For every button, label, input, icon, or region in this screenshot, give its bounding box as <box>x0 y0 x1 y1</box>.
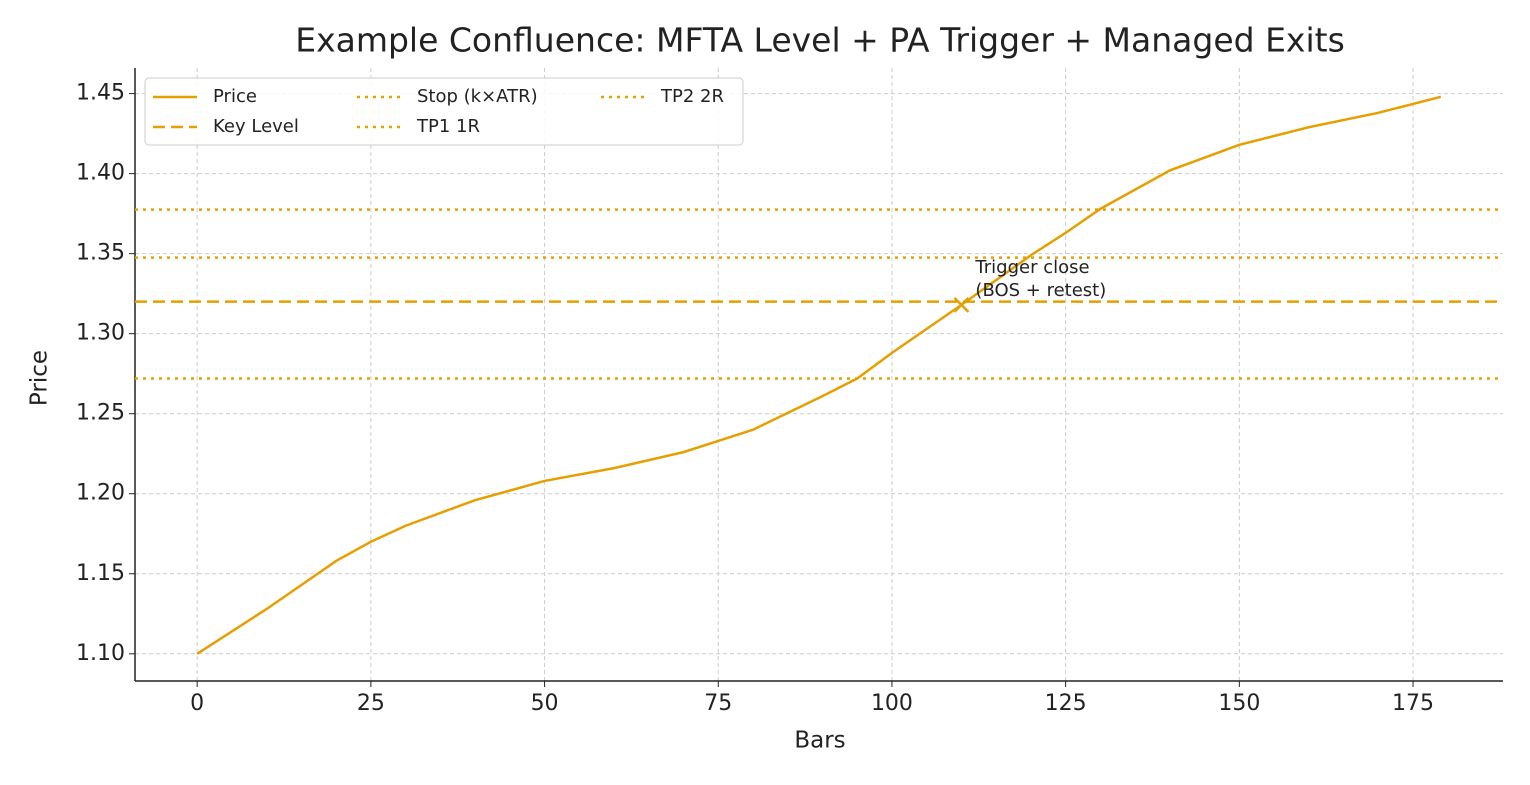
legend-label: Price <box>213 86 257 107</box>
x-tick-label: 50 <box>531 691 559 716</box>
trigger-marker <box>953 296 970 313</box>
y-tick-label: 1.25 <box>76 401 125 426</box>
annotation: (BOS + retest) <box>975 280 1106 301</box>
price-line <box>196 95 1442 655</box>
x-axis-label: Bars <box>794 728 845 754</box>
legend-box <box>144 77 744 146</box>
annotation: Trigger close <box>974 257 1089 278</box>
x-tick-label: 125 <box>1045 691 1087 716</box>
legend-label: TP1 1R <box>416 116 480 137</box>
y-tick-label: 1.35 <box>76 241 125 266</box>
y-tick-label: 1.10 <box>76 641 125 666</box>
y-tick-label: 1.20 <box>76 481 125 506</box>
legend-label: TP2 2R <box>660 86 724 107</box>
legend-label: Key Level <box>213 116 299 137</box>
y-axis-label: Price <box>27 350 53 406</box>
y-tick-label: 1.40 <box>76 161 125 186</box>
x-tick-label: 0 <box>190 691 204 716</box>
x-tick-label: 75 <box>704 691 732 716</box>
chart-title: Example Confluence: MFTA Level + PA Trig… <box>295 21 1345 60</box>
y-tick-label: 1.45 <box>76 81 125 106</box>
x-tick-label: 150 <box>1218 691 1260 716</box>
legend-label: Stop (k×ATR) <box>417 86 538 107</box>
y-tick-label: 1.15 <box>76 561 125 586</box>
y-tick-label: 1.30 <box>76 321 125 346</box>
x-tick-label: 25 <box>357 691 385 716</box>
x-tick-label: 175 <box>1392 691 1434 716</box>
x-tick-label: 100 <box>871 691 913 716</box>
